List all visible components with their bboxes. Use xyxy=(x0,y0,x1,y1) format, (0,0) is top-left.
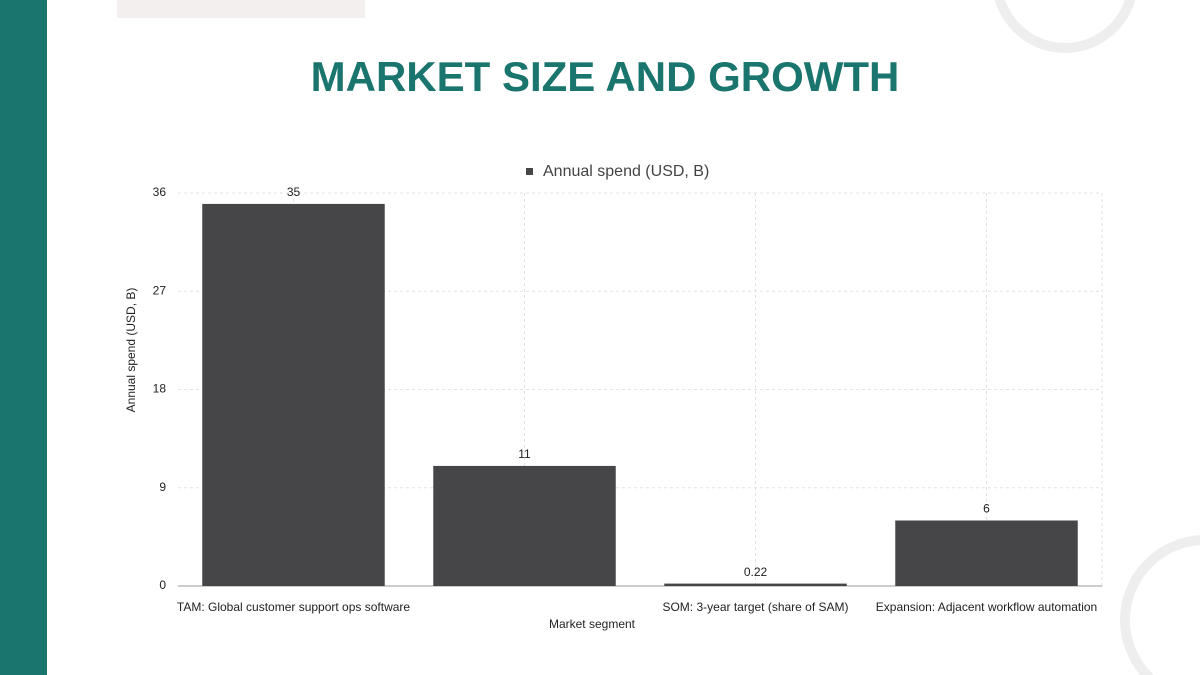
bar xyxy=(202,203,385,586)
y-axis-label: Annual spend (USD, B) xyxy=(124,288,138,413)
x-tick-label: TAM: Global customer support ops softwar… xyxy=(177,600,411,614)
decor-ring xyxy=(1120,535,1200,675)
value-label: 11 xyxy=(518,447,531,461)
y-tick-label: 9 xyxy=(159,480,166,494)
bar xyxy=(664,583,847,586)
y-tick-label: 18 xyxy=(153,382,167,396)
top-tab xyxy=(117,0,365,18)
value-label: 35 xyxy=(287,185,301,199)
legend-swatch xyxy=(526,168,533,175)
x-tick-label: SOM: 3-year target (share of SAM) xyxy=(662,600,848,614)
value-label: 6 xyxy=(983,502,990,516)
x-axis-label: Market segment xyxy=(549,617,636,631)
bar xyxy=(433,465,616,586)
value-label: 0.22 xyxy=(744,565,768,579)
chart: 0 9 18 27 36 Market segment Annual spend (USD,… xyxy=(124,163,1103,631)
side-band xyxy=(0,0,47,675)
y-tick-label: 0 xyxy=(159,578,166,592)
x-tick-label: Expansion: Adjacent workflow automation xyxy=(876,600,1097,614)
bar xyxy=(895,520,1078,586)
legend-label: Annual spend (USD, B) xyxy=(543,163,709,180)
y-tick-label: 36 xyxy=(153,185,167,199)
y-tick-label: 27 xyxy=(153,283,167,297)
slide-title: MARKET SIZE AND GROWTH xyxy=(311,53,900,100)
decor-ring xyxy=(994,0,1136,53)
